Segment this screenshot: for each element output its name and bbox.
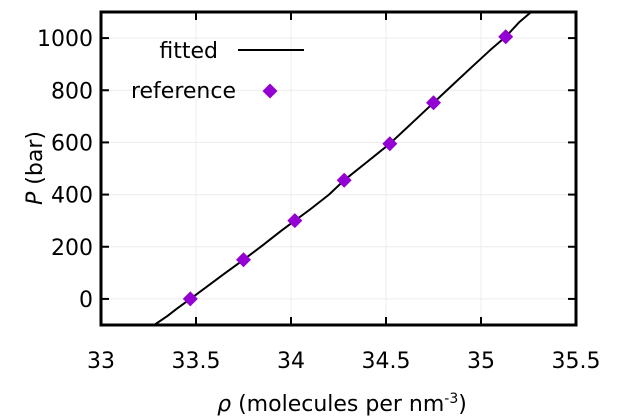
- reference-point: [426, 95, 441, 111]
- plot-frame: [99, 10, 578, 327]
- reference-point: [287, 213, 303, 229]
- x-tick-label: 34: [277, 349, 305, 374]
- fitted-line: [153, 12, 533, 325]
- x-axis-label-close: ): [458, 392, 467, 417]
- y-tick-label: 200: [51, 236, 93, 261]
- reference-point: [236, 252, 251, 268]
- y-tick-label: 400: [51, 184, 93, 209]
- y-tick-label: 0: [79, 288, 93, 313]
- legend-label-reference: reference: [131, 79, 236, 104]
- y-tick-label: 1000: [37, 27, 93, 52]
- x-tick-label: 34.5: [362, 349, 411, 374]
- y-axis-title: P (bar): [23, 131, 48, 205]
- y-axis-symbol: P: [23, 191, 48, 205]
- x-axis-symbol: ρ: [217, 392, 231, 417]
- y-tick-label: 800: [51, 79, 93, 104]
- y-ticks: 0 200 400 600 800 1000: [37, 27, 576, 313]
- x-tick-label: 33.5: [172, 349, 221, 374]
- reference-point: [182, 291, 198, 307]
- grid: [101, 12, 576, 325]
- x-axis-label: (molecules per nm: [231, 392, 444, 417]
- series-layer: [153, 12, 533, 325]
- y-axis-label: (bar): [23, 131, 48, 192]
- legend-label-fitted: fitted: [159, 39, 218, 64]
- x-ticks: 33 33.5 34 34.5 35 35.5: [87, 12, 600, 374]
- x-tick-label: 35.5: [552, 349, 601, 374]
- x-tick-label: 33: [87, 349, 115, 374]
- x-tick-label: 35: [467, 349, 495, 374]
- x-axis-superscript: -3: [444, 391, 458, 407]
- reference-point: [498, 29, 514, 45]
- legend: fitted reference: [131, 39, 304, 104]
- legend-swatch-reference: [262, 83, 278, 99]
- reference-point: [336, 172, 352, 188]
- y-tick-label: 600: [51, 131, 93, 156]
- x-axis-title: ρ (molecules per nm-3): [217, 391, 467, 417]
- reference-point: [382, 136, 398, 152]
